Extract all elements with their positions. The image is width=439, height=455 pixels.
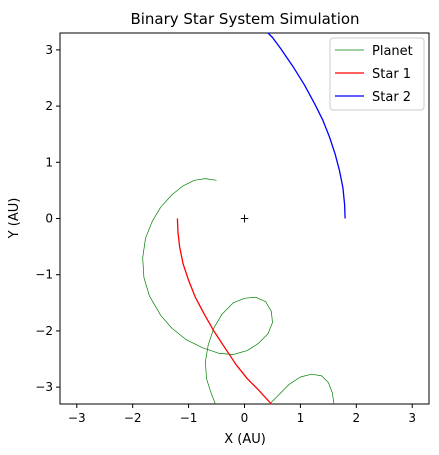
series-layer — [142, 32, 346, 405]
series-line-planet — [269, 373, 335, 405]
y-tick-label: 0 — [45, 212, 53, 226]
center-marker: + — [239, 212, 249, 226]
legend-item-star-1: Star 1 — [335, 67, 411, 82]
series-line-star-1 — [176, 218, 272, 405]
tick-group: −3 −2 −1 0 1 2 3 −3 −2 −1 0 1 2 3 — [35, 43, 416, 425]
x-tick-label: 1 — [297, 411, 305, 425]
y-tick-label: −1 — [35, 268, 53, 282]
y-tick-label: 1 — [45, 155, 53, 169]
series-line-planet — [142, 178, 273, 405]
y-tick-label: −3 — [35, 380, 53, 394]
x-tick-label: 3 — [408, 411, 416, 425]
x-tick-label: −2 — [124, 411, 142, 425]
legend: Planet Star 1 Star 2 — [329, 37, 425, 111]
legend-label-planet: Planet — [372, 44, 413, 59]
legend-item-star-2: Star 2 — [335, 90, 411, 105]
x-axis-label: X (AU) — [224, 432, 266, 447]
y-tick-label: 2 — [45, 99, 53, 113]
x-tick-label: 0 — [241, 411, 249, 425]
legend-label-star-2: Star 2 — [372, 90, 411, 105]
y-tick-label: 3 — [45, 43, 53, 57]
legend-box — [329, 37, 425, 111]
chart-title: Binary Star System Simulation — [130, 10, 359, 28]
series-line-star-2 — [267, 32, 346, 219]
x-tick-label: 2 — [352, 411, 360, 425]
x-tick-label: −1 — [180, 411, 198, 425]
y-tick-label: −2 — [35, 324, 53, 338]
y-axis-label: Y (AU) — [7, 198, 22, 240]
legend-label-star-1: Star 1 — [372, 67, 411, 82]
legend-item-planet: Planet — [335, 44, 413, 59]
x-tick-label: −3 — [68, 411, 86, 425]
